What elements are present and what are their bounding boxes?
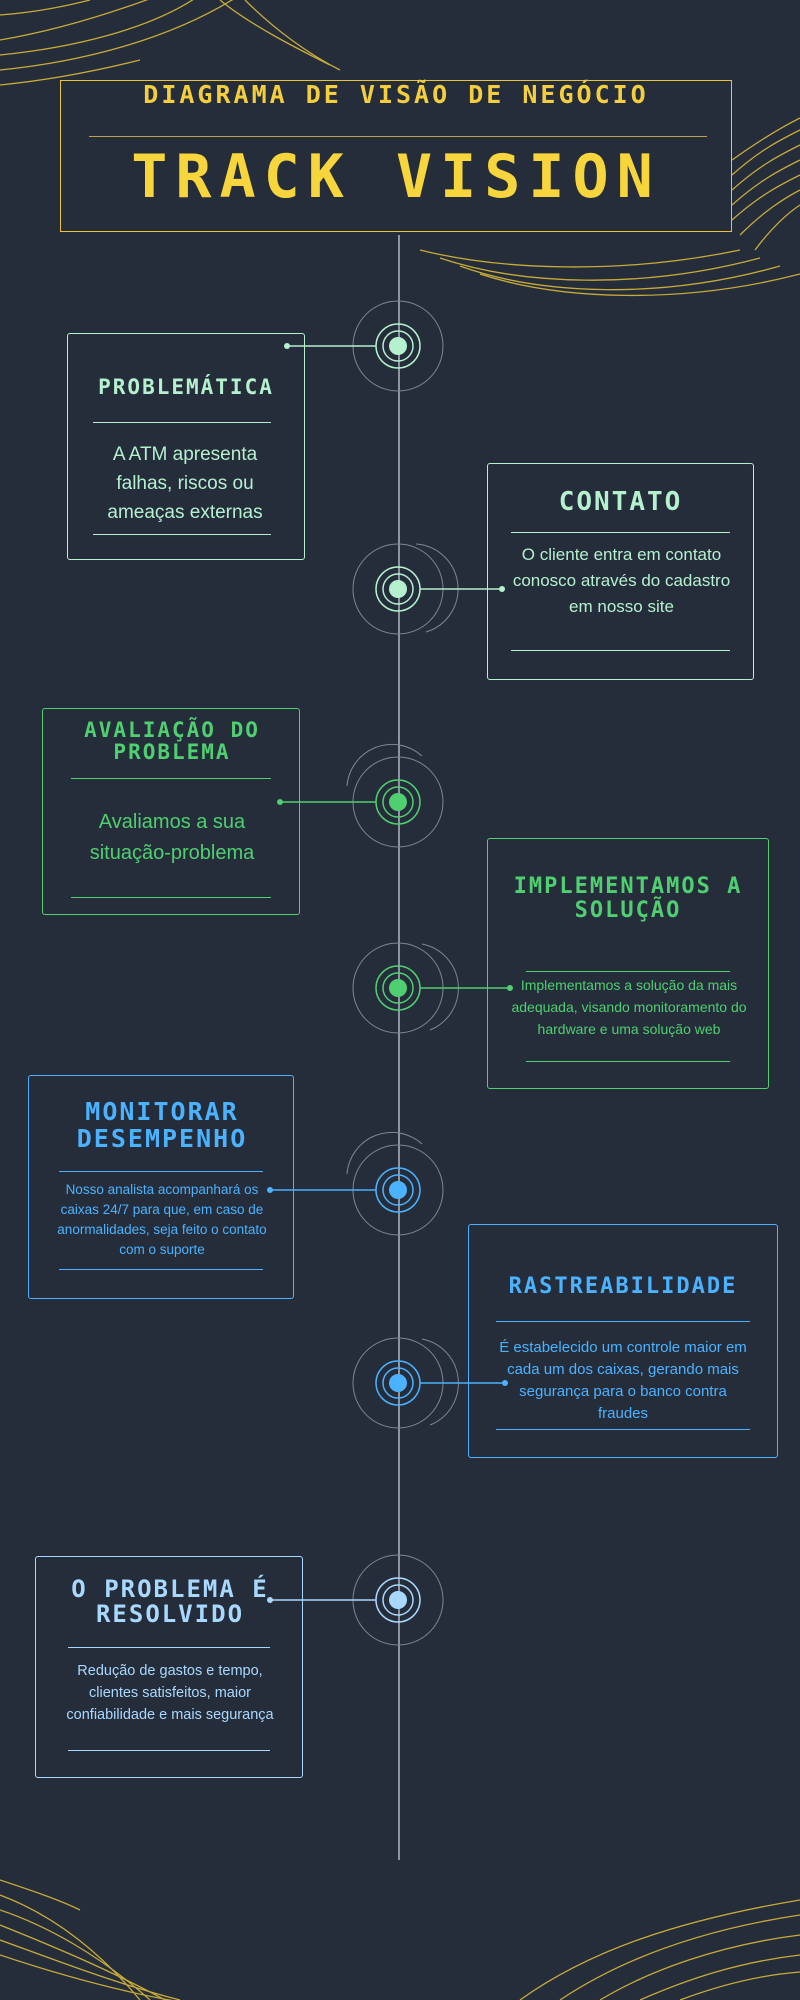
diagram-title: TRACK VISION (131, 142, 661, 212)
step-divider (71, 897, 271, 898)
timeline-node-5 (267, 1131, 444, 1236)
step-divider (59, 1171, 263, 1172)
header-box: DIAGRAMA DE VISÃO DE NEGÓCIO TRACK VISIO… (60, 80, 732, 232)
step-title: PROBLEMÁTICA (98, 375, 274, 399)
timeline-line (398, 235, 400, 1860)
step-divider (496, 1321, 750, 1322)
step-card-resolvido: O PROBLEMA É RESOLVIDO Redução de gastos… (35, 1556, 303, 1778)
step-divider (68, 1647, 270, 1648)
step-divider (526, 1061, 730, 1062)
step-divider (93, 534, 271, 535)
step-title: AVALIAÇÃO DO PROBLEMA (84, 718, 260, 764)
step-description: Nosso analista acompanhará os caixas 24/… (57, 1182, 267, 1257)
step-card-monitorar: MONITORAR DESEMPENHO Nosso analista acom… (28, 1075, 294, 1299)
timeline-node-3 (277, 743, 444, 848)
step-card-implementamos: IMPLEMENTAMOS A SOLUÇÃO Implementamos a … (487, 838, 769, 1089)
step-divider (59, 1269, 263, 1270)
header-divider (89, 136, 707, 137)
step-description: O cliente entra em contato conosco atrav… (512, 545, 731, 616)
step-description: Implementamos a solução da mais adequada… (511, 977, 747, 1037)
step-card-contato: CONTATO O cliente entra em contato conos… (487, 463, 754, 680)
step-divider (93, 422, 271, 423)
step-divider (511, 650, 730, 651)
step-description: Avaliamos a sua situação-problema (89, 811, 255, 864)
step-divider (526, 971, 730, 972)
step-description: A ATM apresenta falhas, riscos ou ameaça… (107, 444, 263, 523)
timeline-node-6 (352, 1337, 508, 1429)
step-title: CONTATO (558, 487, 683, 517)
step-card-rastreabilidade: RASTREABILIDADE É estabelecido um contro… (468, 1224, 778, 1458)
step-divider (511, 532, 730, 533)
step-title: RASTREABILIDADE (508, 1274, 738, 1299)
step-description: É estabelecido um controle maior em cada… (499, 1339, 747, 1422)
timeline-node-4 (352, 942, 513, 1034)
step-divider (496, 1429, 750, 1430)
step-title: MONITORAR DESEMPENHO (76, 1097, 248, 1153)
step-description: Redução de gastos e tempo, clientes sati… (66, 1663, 274, 1723)
step-title: O PROBLEMA É RESOLVIDO (71, 1575, 269, 1628)
step-card-problematica: PROBLEMÁTICA A ATM apresenta falhas, ris… (67, 333, 305, 560)
timeline-node-2 (352, 543, 505, 635)
diagram-subtitle: DIAGRAMA DE VISÃO DE NEGÓCIO (143, 80, 649, 109)
step-card-avaliacao: AVALIAÇÃO DO PROBLEMA Avaliamos a sua si… (42, 708, 300, 915)
timeline-node-7 (267, 1554, 444, 1646)
timeline-node-1 (284, 300, 444, 392)
step-title: IMPLEMENTAMOS A SOLUÇÃO (513, 874, 743, 923)
step-divider (68, 1750, 270, 1751)
step-divider (71, 778, 271, 779)
